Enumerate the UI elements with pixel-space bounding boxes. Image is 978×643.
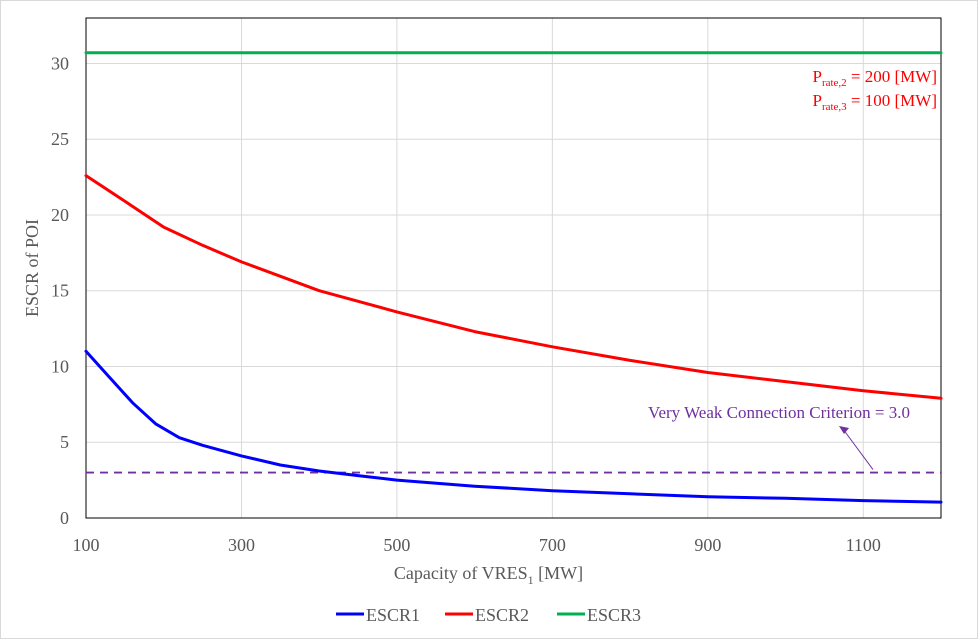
annotation-prate2-p: P xyxy=(812,67,821,86)
y-tick-labels: 0 5 10 15 20 25 30 xyxy=(51,53,69,528)
series-line-escr1 xyxy=(84,349,943,504)
y-tick-label: 30 xyxy=(51,53,69,73)
x-axis-title-unit: [MW] xyxy=(534,563,583,583)
annotation-prate2-rest: = 200 [MW] xyxy=(847,67,937,86)
plot-area xyxy=(85,17,942,519)
y-axis-title: ESCR of POI xyxy=(22,219,42,317)
x-tick-labels: 100 300 500 700 900 1100 xyxy=(73,535,881,555)
x-tick-label: 100 xyxy=(73,535,100,555)
annotation-prate2-sub: rate,2 xyxy=(822,77,847,89)
criterion-pointer xyxy=(842,428,874,470)
y-tick-label: 10 xyxy=(51,356,69,376)
y-tick-label: 5 xyxy=(60,432,69,452)
x-tick-label: 500 xyxy=(383,535,410,555)
y-tick-label: 15 xyxy=(51,281,69,301)
x-tick-label: 1100 xyxy=(846,535,881,555)
annotation-prate3-sub: rate,3 xyxy=(822,101,847,113)
series-lines xyxy=(84,51,943,504)
x-axis-title-sub: 1 xyxy=(528,573,534,587)
x-axis-title: Capacity of VRES1 [MW] xyxy=(394,563,583,587)
legend-label-escr3: ESCR3 xyxy=(587,605,641,625)
x-tick-label: 900 xyxy=(694,535,721,555)
annotation-prate2: Prate,2 = 200 [MW] xyxy=(812,67,937,89)
y-tick-label: 0 xyxy=(60,508,69,528)
legend-label-escr1: ESCR1 xyxy=(366,605,420,625)
reference-line-group xyxy=(86,426,941,474)
x-tick-label: 300 xyxy=(228,535,255,555)
criterion-arrowhead xyxy=(839,426,849,434)
y-tick-label: 25 xyxy=(51,129,69,149)
y-tick-label: 20 xyxy=(51,205,69,225)
annotation-prate3: Prate,3 = 100 [MW] xyxy=(812,91,937,113)
legend: ESCR1 ESCR2 ESCR3 xyxy=(336,605,641,625)
x-tick-label: 700 xyxy=(539,535,566,555)
annotation-prate3-rest: = 100 [MW] xyxy=(847,91,937,110)
x-axis-title-main: Capacity of VRES xyxy=(394,563,528,583)
series-line-escr2 xyxy=(84,174,943,400)
criterion-annotation: Very Weak Connection Criterion = 3.0 xyxy=(648,403,910,422)
grid-lines xyxy=(86,18,941,518)
annotation-prate3-p: P xyxy=(812,91,821,110)
legend-label-escr2: ESCR2 xyxy=(475,605,529,625)
